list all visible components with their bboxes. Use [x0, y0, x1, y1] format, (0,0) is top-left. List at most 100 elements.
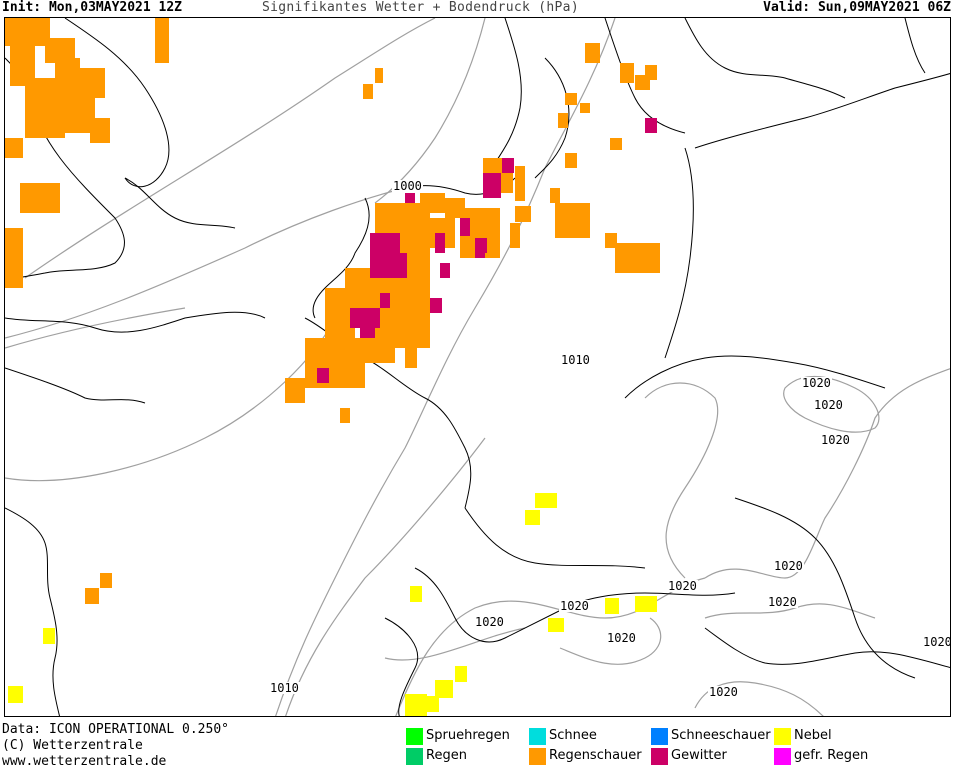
coastline-borders [5, 18, 950, 716]
isobar-line [704, 603, 876, 619]
gewitter-cell [317, 368, 329, 383]
border [384, 617, 419, 716]
legend-swatch [529, 727, 546, 745]
isobar-label: 1020 [559, 599, 590, 613]
regenschauer-cell [555, 203, 590, 238]
coastline [64, 18, 170, 188]
coastline [904, 18, 926, 74]
regenschauer-cell [85, 588, 99, 604]
regenschauer-cell [5, 228, 23, 288]
coastline [694, 73, 950, 149]
map-title: Signifikantes Wetter + Bodendruck (hPa) [262, 0, 579, 15]
legend-item-schnee: Schnee [529, 726, 597, 746]
nebel-cell [635, 596, 657, 612]
source-url: www.wetterzentrale.de [2, 754, 167, 769]
isobar-line [5, 187, 406, 339]
isobar-label: 1010 [269, 681, 300, 695]
nebel-cell [8, 686, 23, 703]
regenschauer-cell [558, 113, 568, 128]
copyright: (C) Wetterzentrale [2, 738, 143, 753]
regenschauer-cell [510, 223, 520, 248]
legend-label: Regen [426, 748, 467, 763]
coastline [124, 177, 236, 229]
regenschauer-cell [565, 153, 577, 168]
regenschauer-cell [20, 183, 60, 213]
isobar-line [285, 437, 486, 716]
legend-label: Schnee [549, 728, 597, 743]
legend-item-nebel: Nebel [774, 726, 832, 746]
legend-label: Gewitter [671, 748, 727, 763]
regenschauer-cell [620, 63, 634, 83]
legend-swatch [651, 727, 668, 745]
isobar-line [704, 368, 950, 579]
isobar-label: 1020 [606, 631, 637, 645]
isobar-label: 1020 [820, 433, 851, 447]
regenschauer-cell [565, 93, 577, 105]
gewitter-cell [360, 323, 375, 338]
isobar-label: 1020 [474, 615, 505, 629]
weather-cells [5, 18, 660, 716]
regenschauer-cell [405, 348, 417, 368]
regenschauer-cell [635, 75, 650, 90]
isobar-label: 1010 [560, 353, 591, 367]
isobar-label: 1020 [922, 635, 951, 649]
border [414, 567, 566, 643]
border [664, 147, 694, 359]
legend-label: Schneeschauer [671, 728, 771, 743]
nebel-cell [405, 694, 427, 716]
regenschauer-cell [285, 378, 305, 403]
coastline [684, 18, 846, 99]
map-canvas [5, 18, 950, 716]
regenschauer-cell [25, 78, 65, 138]
gewitter-cell [395, 253, 407, 278]
isobar-label: 1020 [667, 579, 698, 593]
regenschauer-cell [580, 103, 590, 113]
border [624, 355, 886, 399]
legend-label: Regenschauer [549, 748, 642, 763]
border [734, 497, 916, 679]
isobar-label: 1020 [708, 685, 739, 699]
isobar-line [694, 681, 824, 716]
isobar-lines [5, 18, 950, 716]
legend-label: gefr. Regen [794, 748, 869, 763]
nebel-cell [525, 510, 540, 525]
regenschauer-cell [100, 573, 112, 588]
regenschauer-cell [550, 188, 560, 203]
regenschauer-cell [90, 118, 110, 143]
coastline [5, 311, 266, 333]
nebel-cell [548, 618, 564, 632]
regenschauer-cell [515, 206, 531, 222]
isobar-line [24, 18, 436, 279]
regenschauer-cell [515, 166, 525, 201]
legend-item-gewitter: Gewitter [651, 746, 727, 766]
isobar-label: 1020 [767, 595, 798, 609]
legend-label: Nebel [794, 728, 832, 743]
isobar-label: 1020 [813, 398, 844, 412]
isobar-line [275, 18, 616, 716]
coastline [5, 367, 146, 404]
weather-map: 1000 1010 1020 1020 1020 1020 1020 1020 … [4, 17, 951, 717]
regenschauer-cell [5, 18, 50, 46]
legend-item-gefr-regen: gefr. Regen [774, 746, 868, 766]
coastline [534, 57, 570, 179]
regenschauer-cell [80, 68, 105, 98]
gewitter-cell [475, 248, 485, 258]
isobar-label: 1020 [801, 376, 832, 390]
legend-swatch [774, 747, 791, 765]
legend-swatch [406, 747, 423, 765]
gewitter-cell [380, 293, 390, 308]
coastline [604, 18, 686, 134]
nebel-cell [455, 666, 467, 682]
coastline [494, 18, 522, 164]
regenschauer-cell [375, 68, 383, 83]
nebel-cell [425, 696, 439, 712]
isobar-line [384, 627, 526, 661]
gewitter-cell [483, 173, 501, 198]
legend-item-schneeschauer: Schneeschauer [651, 726, 771, 746]
coastline [312, 197, 370, 319]
gewitter-cell [440, 263, 450, 278]
init-time: Init: Mon,03MAY2021 12Z [2, 0, 183, 15]
regenschauer-cell [395, 298, 430, 348]
coastline [5, 507, 61, 716]
regenschauer-cell [5, 138, 23, 158]
